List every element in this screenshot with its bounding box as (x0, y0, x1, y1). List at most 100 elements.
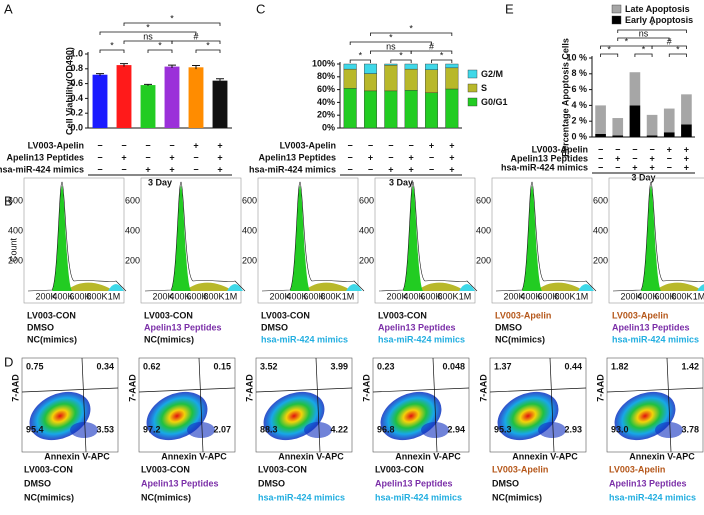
scatter-cloud-tail (655, 422, 683, 438)
x-axis-label: Annexin V-APC (512, 451, 578, 461)
y-axis-label: Percentage Apoptosis Cells (560, 38, 570, 157)
x-tick-label: 200K (35, 291, 56, 301)
condition-label: DMSO (495, 322, 522, 332)
condition-sign: + (667, 144, 672, 154)
condition-label: hsa-miR-424 mimics (0, 164, 84, 174)
condition-label: LV003-CON (375, 464, 424, 474)
condition-sign: + (169, 152, 174, 162)
bar-segment (629, 72, 641, 106)
histogram-frame (491, 177, 593, 304)
bar-segment (612, 118, 624, 136)
condition-sign: + (649, 162, 654, 172)
significance-bracket (99, 49, 125, 53)
condition-label: LV003-Apelin (492, 464, 548, 474)
condition-sign: + (684, 162, 689, 172)
x-tick-label: 800K (203, 291, 224, 301)
condition-label: DMSO (492, 478, 519, 488)
histogram-outline (261, 181, 365, 292)
bar-segment (424, 69, 439, 94)
y-tick-label: 2 % (571, 116, 587, 126)
histogram-outline (144, 181, 246, 292)
condition-sign: + (121, 152, 126, 162)
significance-bracket (99, 31, 197, 35)
significance-label: * (206, 40, 210, 50)
quadrant-value: 95.4 (26, 424, 44, 434)
legend-swatch (467, 97, 478, 107)
histogram-frame (140, 177, 242, 304)
bar-segment (681, 124, 692, 137)
y-tick-label: 0.4 (70, 93, 83, 103)
x-tick-label: 800K (554, 291, 575, 301)
histogram-frame (23, 177, 125, 304)
significance-label: * (170, 13, 174, 23)
quadrant-value: 96.8 (377, 424, 395, 434)
x-tick-label: 1M (576, 291, 589, 301)
significance-bracket (651, 45, 687, 49)
bar-segment (595, 133, 606, 137)
y-tick-label: 60% (317, 84, 335, 94)
legend-swatch (611, 15, 622, 25)
y-tick-label: 10 % (566, 52, 587, 62)
condition-label: DMSO (27, 322, 54, 332)
y-tick-label: 1.0 (70, 48, 83, 58)
x-tick-label: 200K (386, 291, 407, 301)
y-tick-label: 20% (317, 110, 335, 120)
significance-bracket (123, 22, 221, 26)
scatter-cloud-tail (421, 422, 449, 438)
quadrant-value: 2.07 (213, 424, 231, 434)
histogram-g2m (697, 284, 704, 291)
significance-bracket (668, 53, 687, 57)
significance-bracket (349, 59, 371, 63)
y-tick-label: 200 (242, 255, 257, 265)
y-tick-label: 600 (242, 195, 257, 205)
histogram-g2m (227, 284, 243, 291)
y-axis-label: 7-AAD (127, 374, 137, 402)
quadrant-value: 95.3 (494, 424, 512, 434)
condition-sign: − (97, 140, 102, 150)
significance-bracket (634, 53, 653, 57)
condition-label: LV003-CON (258, 464, 307, 474)
condition-label: Apelin13 Peptides (144, 322, 222, 332)
histogram-s-phase (304, 282, 352, 291)
x-tick-label: 200K (620, 291, 641, 301)
quadrant-value: 1.37 (494, 361, 512, 371)
bar-segment (363, 63, 378, 74)
condition-label: LV003-CON (261, 310, 310, 320)
condition-sign: + (409, 152, 414, 162)
x-tick-label: 1M (459, 291, 472, 301)
condition-sign: − (598, 144, 603, 154)
x-axis-label: Annexin V-APC (44, 451, 110, 461)
x-tick-label: 800K (437, 291, 458, 301)
x-tick-label: 600K (537, 291, 558, 301)
condition-sign: + (449, 164, 454, 174)
histogram-outline (495, 181, 597, 292)
condition-label: hsa-miR-424 mimics (261, 334, 348, 344)
x-axis-label: 3 Day (389, 177, 413, 187)
quadrant-value: 0.75 (26, 361, 44, 371)
y-axis-label: 7-AAD (361, 374, 371, 402)
y-tick-label: 4 % (571, 100, 587, 110)
condition-sign: + (632, 162, 637, 172)
condition-sign: + (193, 140, 198, 150)
condition-label: hsa-miR-424 mimics (375, 492, 462, 502)
quadrant-line (21, 387, 119, 393)
bar-segment (445, 63, 459, 69)
histogram-s-phase (655, 282, 703, 291)
significance-label: * (399, 50, 403, 60)
bar (212, 80, 228, 128)
bar-segment (681, 94, 692, 125)
y-tick-label: 600 (359, 195, 374, 205)
legend-swatch (611, 4, 622, 14)
y-tick-label: 200 (476, 255, 491, 265)
quadrant-line (606, 387, 704, 393)
histogram-frame (374, 177, 476, 304)
condition-sign: − (388, 140, 393, 150)
y-tick-label: 600 (476, 195, 491, 205)
x-tick-label: 400K (520, 291, 541, 301)
bar (164, 66, 180, 128)
bar-segment (445, 67, 459, 90)
error-bar (168, 64, 176, 69)
x-axis-label: Annexin V-APC (629, 451, 695, 461)
quadrant-value: 88.3 (260, 424, 278, 434)
bar-segment (424, 63, 439, 70)
